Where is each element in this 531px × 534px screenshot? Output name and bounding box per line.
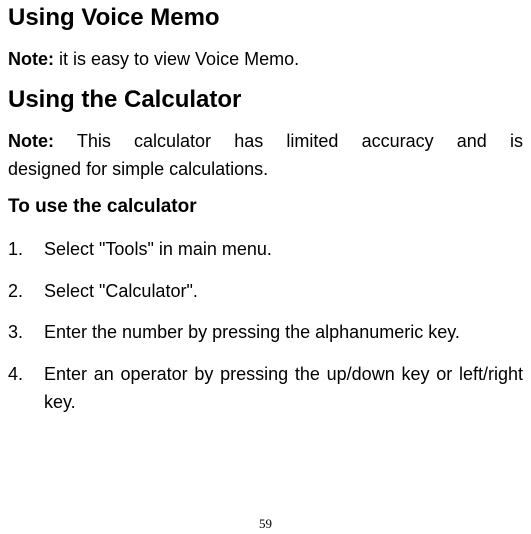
note-calculator-text1: This calculator has limited accuracy and… [54, 131, 523, 151]
step-text: Enter the number by pressing the alphanu… [44, 322, 460, 342]
step-item: Select "Tools" in main menu. [8, 236, 523, 264]
note-voice-memo: Note: it is easy to view Voice Memo. [8, 46, 523, 74]
heading-voice-memo: Using Voice Memo [8, 4, 523, 32]
note-label: Note: [8, 131, 54, 151]
subheading-to-use: To use the calculator [8, 196, 523, 218]
step-text: Select "Calculator". [44, 281, 198, 301]
page-container: Using Voice Memo Note: it is easy to vie… [0, 0, 531, 534]
note-calculator-line2: designed for simple calculations. [8, 156, 523, 184]
step-item: Select "Calculator". [8, 278, 523, 306]
steps-list: Select "Tools" in main menu. Select "Cal… [8, 236, 523, 417]
step-text: Select "Tools" in main menu. [44, 239, 272, 259]
step-item: Enter an operator by pressing the up/dow… [8, 361, 523, 417]
note-calculator-line1: Note: This calculator has limited accura… [8, 128, 523, 156]
step-text: Enter an operator by pressing the up/dow… [44, 364, 523, 412]
note-voice-memo-text: it is easy to view Voice Memo. [54, 49, 299, 69]
heading-calculator: Using the Calculator [8, 86, 523, 114]
page-number: 59 [0, 516, 531, 532]
note-label: Note: [8, 49, 54, 69]
step-item: Enter the number by pressing the alphanu… [8, 319, 523, 347]
